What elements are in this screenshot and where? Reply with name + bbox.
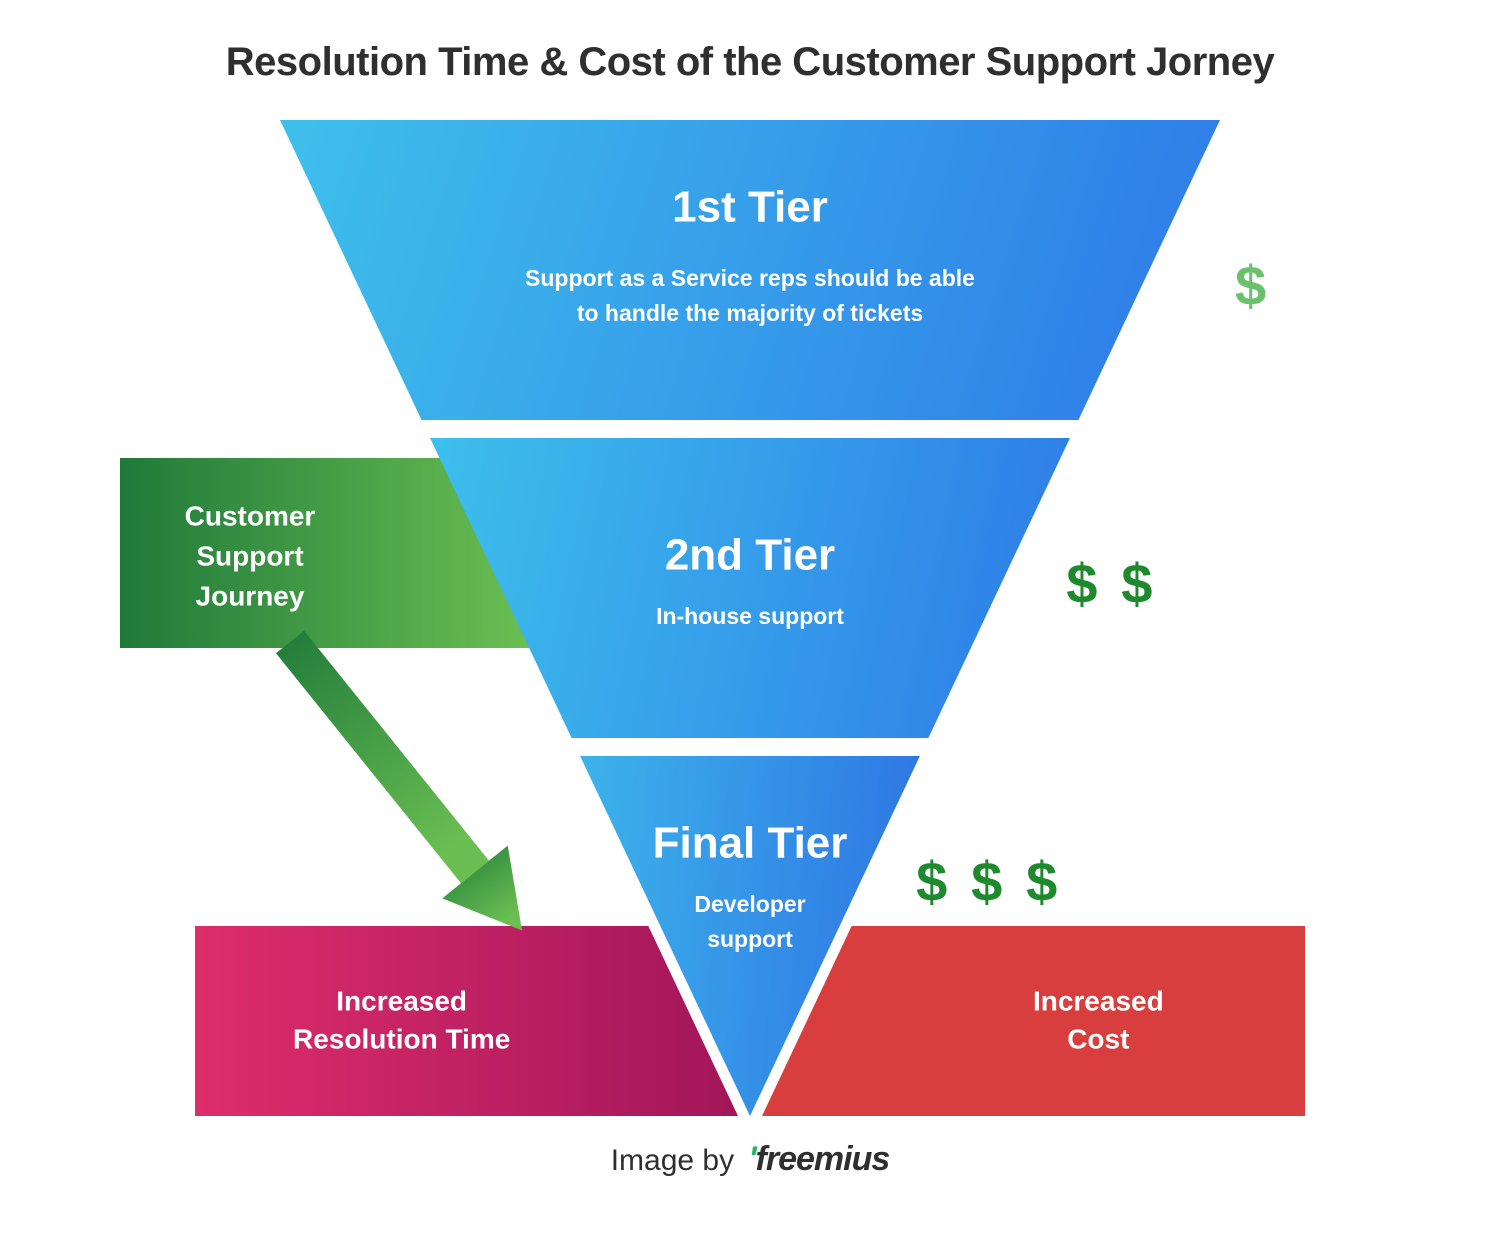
tier-sub-1-l2: to handle the majority of tickets — [577, 300, 923, 326]
brand-logo-text: 'freemius — [748, 1140, 889, 1178]
tier-sub-1-l1: Support as a Service reps should be able — [525, 265, 975, 291]
bottom-right-l2: Cost — [1067, 1023, 1129, 1054]
cost-indicator-2-1: $ — [1066, 552, 1097, 615]
tier-sub-3-l2: support — [707, 926, 793, 952]
journey-label-l3: Journey — [196, 580, 305, 611]
tier-title-1: 1st Tier — [672, 183, 828, 232]
bottom-left-l2: Resolution Time — [293, 1023, 510, 1054]
bottom-left-box — [195, 926, 738, 1116]
tier-sub-2-l1: In-house support — [656, 603, 844, 629]
cost-indicator-3-2: $ — [971, 850, 1002, 913]
funnel-diagram: 1st Tier Support as a Service reps should… — [0, 0, 1500, 1250]
tier-sub-3-l1: Developer — [694, 891, 805, 917]
bottom-right-box — [762, 926, 1305, 1116]
attribution: Image by 'freemius — [0, 1140, 1500, 1179]
tier-title-3: Final Tier — [653, 819, 848, 868]
cost-indicator-3-1: $ — [916, 850, 947, 913]
tier-title-2: 2nd Tier — [665, 531, 835, 580]
bottom-right-l1: Increased — [1033, 985, 1164, 1016]
infographic-root: Resolution Time & Cost of the Customer S… — [0, 0, 1500, 1250]
page-title: Resolution Time & Cost of the Customer S… — [0, 40, 1500, 85]
journey-arrow-shaft — [276, 631, 489, 884]
attribution-prefix: Image by — [611, 1144, 734, 1177]
bottom-left-l1: Increased — [336, 985, 467, 1016]
cost-indicator-1-1: $ — [1235, 254, 1266, 317]
cost-indicator-2-2: $ — [1121, 552, 1152, 615]
cost-indicator-3-3: $ — [1026, 850, 1057, 913]
journey-label-l2: Support — [196, 540, 303, 571]
funnel-tier-2 — [430, 438, 1070, 738]
journey-label-l1: Customer — [185, 500, 316, 531]
